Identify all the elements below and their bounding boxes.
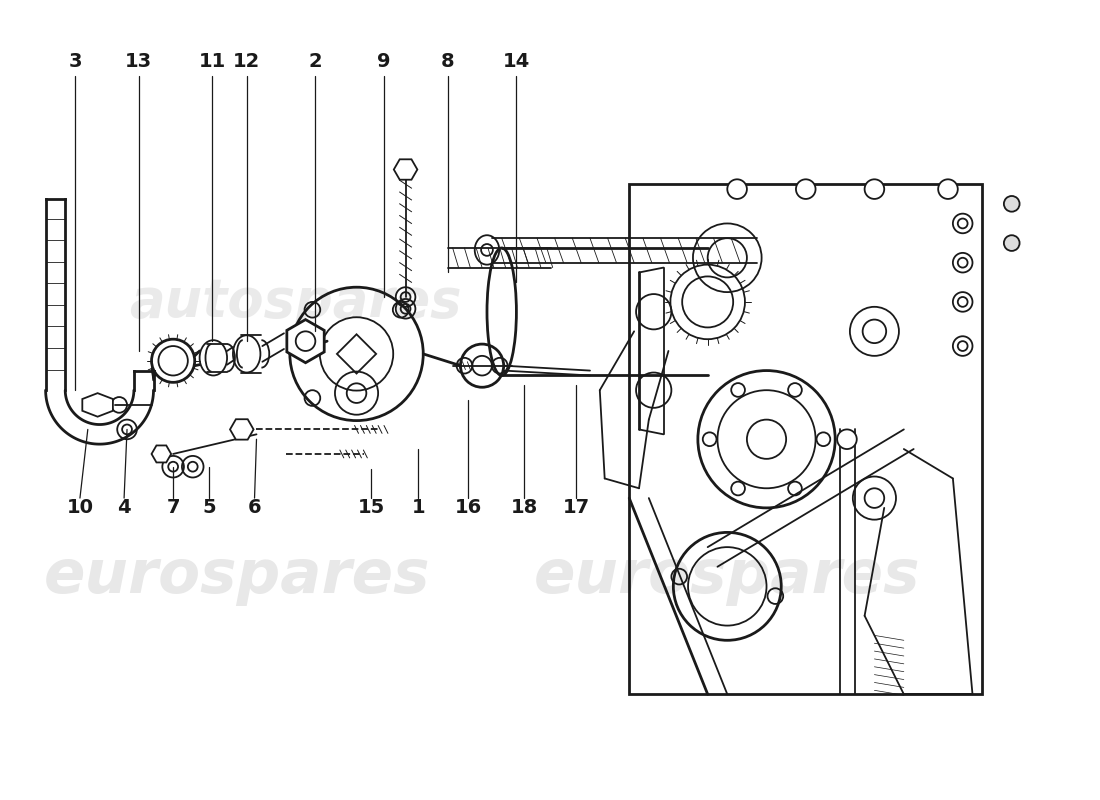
Text: 14: 14 — [503, 52, 530, 71]
Text: 12: 12 — [233, 52, 261, 71]
Circle shape — [1004, 235, 1020, 251]
Circle shape — [727, 179, 747, 199]
Text: eurospares: eurospares — [534, 547, 921, 606]
Circle shape — [938, 179, 958, 199]
Text: 7: 7 — [166, 498, 180, 518]
Text: 11: 11 — [199, 52, 226, 71]
Bar — [629, 184, 982, 694]
Circle shape — [796, 179, 815, 199]
Text: 4: 4 — [118, 498, 131, 518]
Text: 18: 18 — [510, 498, 538, 518]
Polygon shape — [287, 319, 324, 362]
Text: 6: 6 — [248, 498, 262, 518]
Text: autospares: autospares — [130, 276, 462, 328]
Polygon shape — [394, 159, 417, 180]
Text: 17: 17 — [563, 498, 590, 518]
Text: 9: 9 — [377, 52, 390, 71]
Polygon shape — [82, 393, 113, 417]
Polygon shape — [152, 446, 172, 462]
Text: eurospares: eurospares — [44, 547, 430, 606]
Text: 16: 16 — [454, 498, 482, 518]
Text: 1: 1 — [411, 498, 425, 518]
Text: 5: 5 — [202, 498, 217, 518]
Circle shape — [1004, 196, 1020, 212]
Text: 15: 15 — [358, 498, 385, 518]
Text: 3: 3 — [68, 52, 81, 71]
Text: 8: 8 — [441, 52, 454, 71]
Text: 10: 10 — [66, 498, 94, 518]
Circle shape — [865, 179, 884, 199]
Polygon shape — [230, 419, 254, 440]
Text: 2: 2 — [308, 52, 322, 71]
Text: 13: 13 — [125, 52, 153, 71]
Circle shape — [837, 430, 857, 449]
